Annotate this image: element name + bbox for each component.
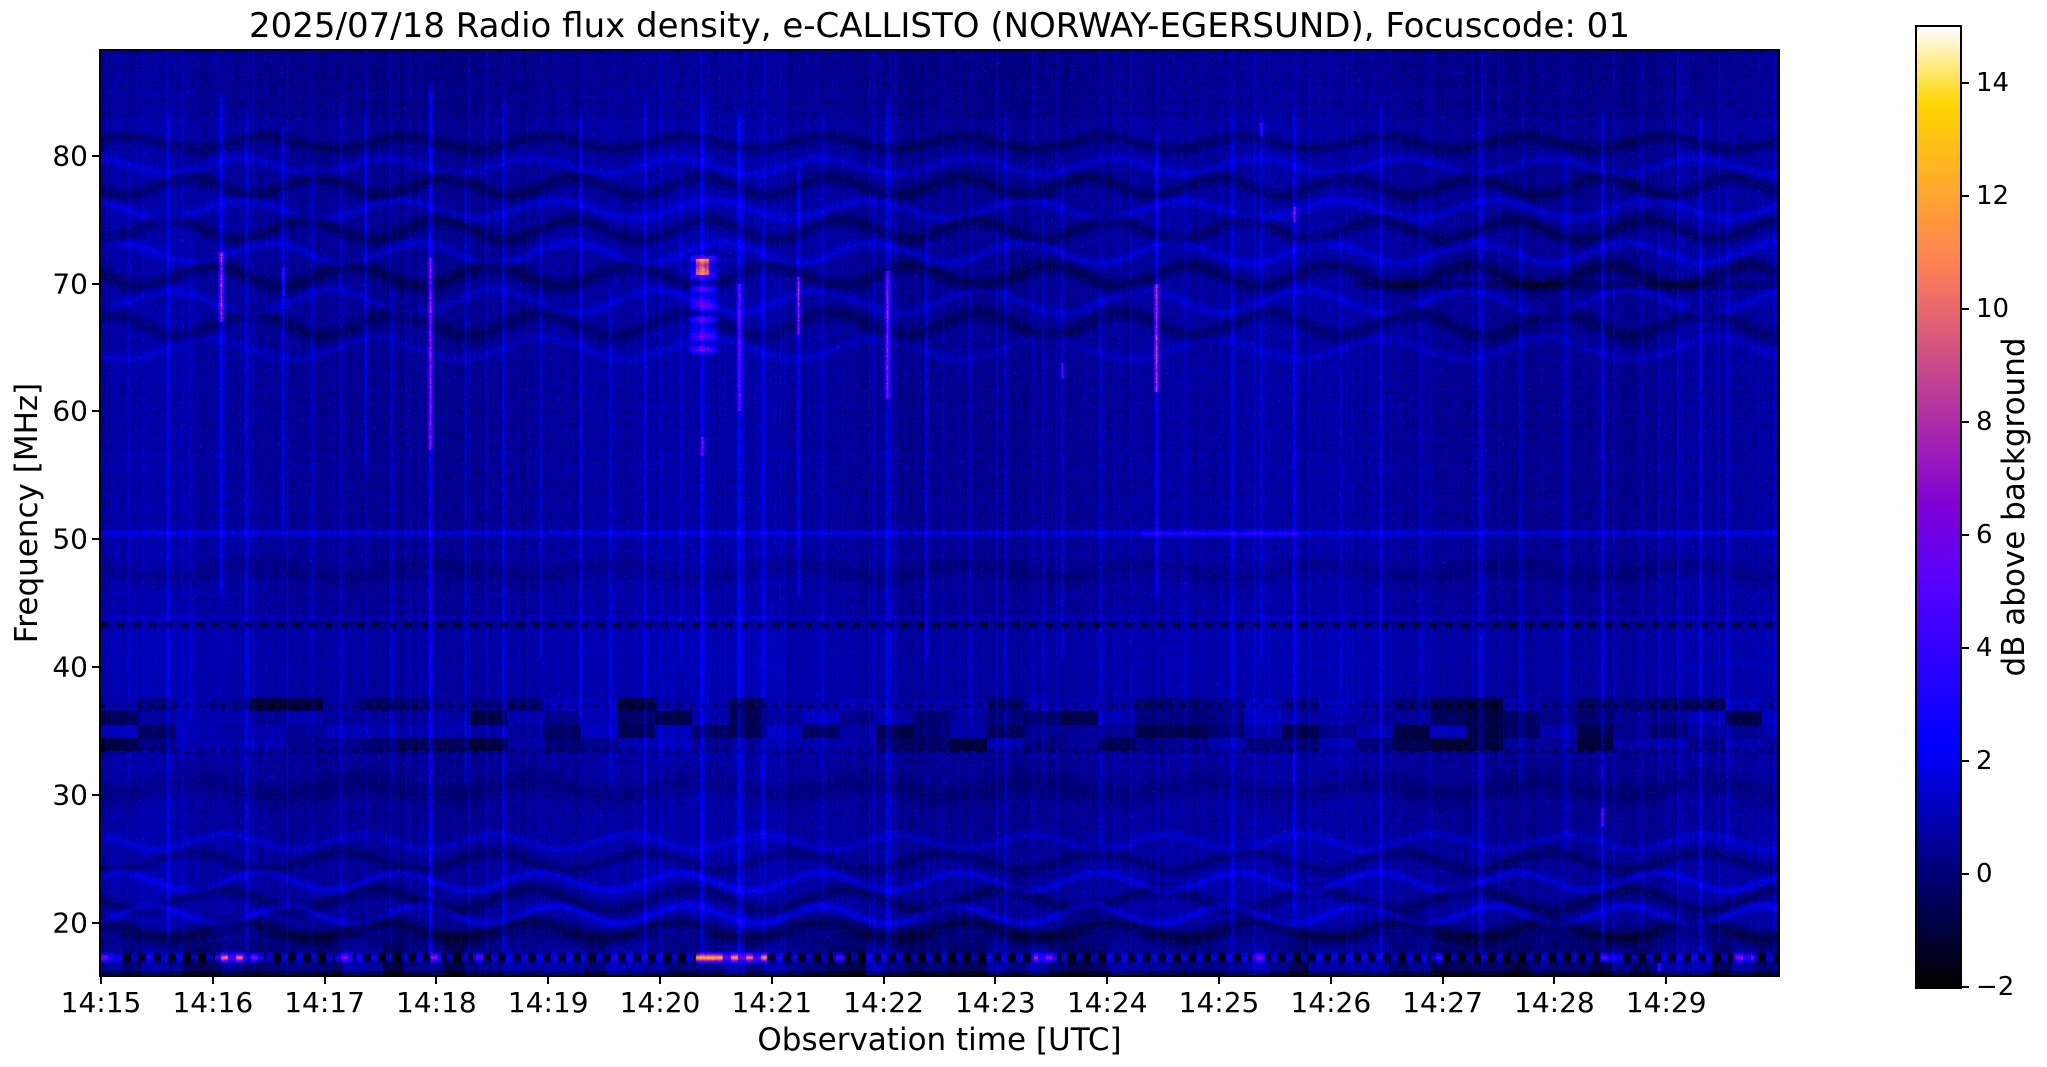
x-tick-label: 14:20 [619,986,701,1019]
colorbar-tick-mark [1961,421,1969,424]
x-tick-label: 14:26 [1290,986,1372,1019]
x-tick-mark [100,976,102,984]
colorbar-tick-mark [1961,647,1969,650]
x-tick-label: 14:19 [507,986,589,1019]
colorbar-tick-label: 8 [1976,407,1993,438]
colorbar-tick-mark [1961,308,1969,311]
y-tick-label: 50 [52,522,88,556]
y-tick-mark [92,154,100,157]
colorbar-tick-label: 6 [1976,520,1993,551]
x-tick-mark [547,976,550,984]
plot-title: 2025/07/18 Radio flux density, e-CALLIST… [249,6,1630,46]
y-tick-label: 20 [52,906,88,940]
x-tick-mark [659,976,661,984]
x-tick-mark [211,976,214,984]
colorbar-tick-label: 4 [1976,633,1993,664]
x-tick-label: 14:16 [172,986,254,1019]
x-tick-label: 14:27 [1402,986,1483,1019]
y-tick-label: 80 [52,139,88,173]
x-tick-label: 14:25 [1178,986,1260,1019]
x-tick-label: 14:21 [731,986,813,1019]
x-tick-mark [770,976,773,984]
colorbar-tick-mark [1961,534,1969,537]
x-tick-label: 14:23 [955,986,1036,1019]
colorbar-tick-mark [1961,195,1969,198]
colorbar-canvas [1917,27,1960,987]
y-tick-mark [92,793,100,796]
colorbar-tick-label: 0 [1976,859,1993,890]
y-tick-mark [92,410,100,413]
x-tick-mark [994,976,997,984]
y-tick-mark [92,921,100,924]
x-tick-mark [1553,976,1556,984]
x-tick-mark [1665,976,1668,984]
y-tick-mark [92,282,100,285]
x-tick-label: 14:15 [60,986,142,1019]
spectrogram-canvas [101,51,1778,975]
x-tick-mark [323,976,326,984]
y-tick-mark [92,666,100,668]
colorbar-tick-mark [1961,82,1969,85]
colorbar-tick-label: 14 [1976,68,2010,99]
x-tick-label: 14:18 [396,986,477,1019]
x-tick-label: 14:29 [1625,986,1707,1019]
x-tick-mark [1441,976,1444,984]
colorbar [1915,25,1962,989]
x-tick-mark [1218,976,1220,984]
colorbar-tick-label: 10 [1976,294,2010,325]
y-tick-label: 40 [52,650,88,684]
colorbar-tick-label: 2 [1976,746,1993,777]
y-tick-label: 30 [52,778,88,812]
y-tick-label: 60 [52,394,88,428]
y-tick-mark [92,538,100,541]
y-tick-label: 70 [52,267,88,301]
colorbar-label: dB above background [1996,337,2032,677]
x-tick-label: 14:24 [1066,986,1148,1019]
x-tick-label: 14:28 [1514,986,1595,1019]
colorbar-tick-mark [1961,986,1969,988]
x-tick-label: 14:17 [284,986,365,1019]
x-tick-mark [882,976,885,984]
colorbar-tick-label: −2 [1976,972,2015,1002]
colorbar-tick-mark [1961,760,1969,763]
x-axis-label: Observation time [UTC] [757,1022,1122,1058]
spectrogram-plot-area [99,49,1780,977]
colorbar-tick-mark [1961,873,1969,876]
x-tick-mark [1329,976,1332,984]
x-tick-mark [435,976,438,984]
colorbar-tick-label: 12 [1976,181,2010,212]
x-tick-label: 14:22 [843,986,924,1019]
x-tick-mark [1106,976,1109,984]
